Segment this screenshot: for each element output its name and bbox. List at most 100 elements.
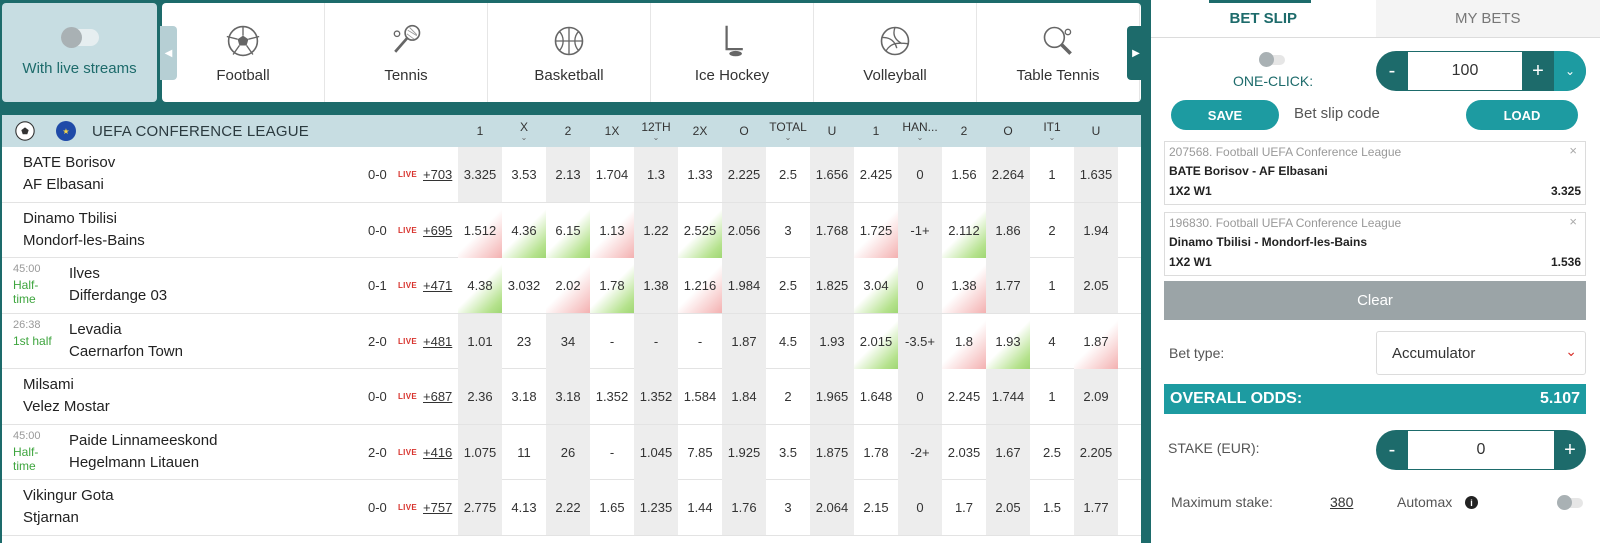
- odds-cell[interactable]: -2+: [898, 424, 942, 480]
- odds-cell[interactable]: 2.15: [863, 500, 889, 515]
- away-team[interactable]: Hegelmann Litauen: [69, 453, 200, 471]
- home-team[interactable]: Milsami: [23, 376, 74, 393]
- match-row[interactable]: Vikingur Gota Stjarnan 0-0 LIVE +757 2.775 4.1…: [2, 480, 1141, 536]
- odds-cell[interactable]: 1.925: [722, 424, 766, 480]
- sport-tab-ice-hockey[interactable]: Ice Hockey: [651, 3, 814, 102]
- odds-cell[interactable]: 2.245: [947, 389, 981, 404]
- odds-cell[interactable]: 3: [784, 222, 792, 238]
- odds-cell[interactable]: 1.86: [986, 202, 1030, 258]
- odds-cell[interactable]: 26: [546, 424, 590, 480]
- odds-cell[interactable]: 2.09: [1074, 369, 1118, 424]
- odds-cell[interactable]: 2.02: [546, 258, 590, 313]
- tab-my-bets[interactable]: MY BETS: [1375, 0, 1600, 37]
- away-team[interactable]: Mondorf-les-Bains: [23, 231, 145, 249]
- one-click-toggle[interactable]: [1259, 52, 1285, 67]
- home-team[interactable]: Ilves: [69, 265, 100, 282]
- odds-cell[interactable]: 0: [898, 369, 942, 424]
- home-team[interactable]: Paide Linnameeskond: [69, 431, 218, 449]
- away-team[interactable]: AF Elbasani: [23, 176, 104, 193]
- chevron-down-icon[interactable]: ⌄: [1554, 51, 1586, 91]
- odds-cell[interactable]: 4.36: [502, 202, 546, 258]
- match-row[interactable]: BATE Borisov AF Elbasani 0-0 LIVE +703 3.325 3…: [2, 147, 1141, 203]
- more-markets-link[interactable]: +695: [423, 222, 453, 238]
- stake-input[interactable]: 0: [1408, 430, 1554, 470]
- odds-cell[interactable]: 3.18: [546, 369, 590, 424]
- one-click-increase-button[interactable]: +: [1532, 59, 1544, 82]
- one-click-amount-input[interactable]: 100: [1408, 51, 1522, 91]
- live-streams-filter[interactable]: With live streams: [2, 3, 157, 102]
- away-team[interactable]: Velez Mostar: [23, 398, 110, 415]
- odds-cell[interactable]: 1: [1048, 167, 1056, 182]
- more-markets-link[interactable]: +481: [423, 333, 453, 349]
- odds-cell[interactable]: 1.93: [810, 313, 854, 369]
- column-header[interactable]: X ⌄: [502, 115, 546, 147]
- away-team[interactable]: Stjarnan: [23, 509, 79, 526]
- match-row[interactable]: 45:00 Half-time Ilves Differdange 03 0-1 LIVE…: [2, 258, 1141, 314]
- odds-cell[interactable]: 1.44: [687, 500, 713, 515]
- match-row[interactable]: 26:38 1st half Levadia Caernarfon Town 2-0 LI…: [2, 313, 1141, 369]
- live-streams-toggle[interactable]: [60, 26, 99, 48]
- away-team[interactable]: Differdange 03: [69, 287, 168, 304]
- odds-cell[interactable]: 1.56: [951, 167, 977, 182]
- odds-cell[interactable]: 1.78: [863, 444, 889, 460]
- sport-tab-basketball[interactable]: Basketball: [488, 3, 651, 102]
- tab-bet-slip[interactable]: BET SLIP: [1151, 0, 1376, 37]
- odds-cell[interactable]: 1.352: [634, 369, 678, 424]
- odds-cell[interactable]: 2.064: [810, 480, 854, 535]
- odds-cell[interactable]: 2.525: [678, 202, 722, 258]
- odds-cell[interactable]: 6.15: [546, 202, 590, 258]
- odds-cell[interactable]: 1.5: [1042, 500, 1062, 515]
- more-markets-link[interactable]: +703: [423, 167, 453, 182]
- odds-cell[interactable]: 2: [1048, 222, 1056, 238]
- odds-cell[interactable]: 2.22: [546, 480, 590, 535]
- close-icon[interactable]: ×: [1569, 143, 1577, 158]
- odds-cell[interactable]: 1.635: [1074, 147, 1118, 202]
- odds-cell[interactable]: 1.744: [986, 369, 1030, 424]
- odds-cell[interactable]: 34: [546, 313, 590, 369]
- odds-cell[interactable]: 1.768: [810, 202, 854, 258]
- odds-cell[interactable]: 2.035: [947, 444, 981, 460]
- odds-cell[interactable]: 1.725: [854, 202, 898, 258]
- bet-type-select[interactable]: Accumulator ⌄: [1376, 331, 1586, 375]
- odds-cell[interactable]: 1.875: [810, 424, 854, 480]
- odds-cell[interactable]: 1.93: [986, 313, 1030, 369]
- odds-cell[interactable]: 1.22: [634, 202, 678, 258]
- stake-decrease-button[interactable]: -: [1388, 438, 1396, 461]
- odds-cell[interactable]: 1.77: [986, 258, 1030, 313]
- odds-cell[interactable]: 1.075: [458, 424, 502, 480]
- odds-cell[interactable]: -3.5+: [898, 313, 942, 369]
- odds-cell[interactable]: -1+: [898, 202, 942, 258]
- odds-cell[interactable]: 1.584: [683, 389, 717, 404]
- odds-cell[interactable]: 1.825: [810, 258, 854, 313]
- odds-cell[interactable]: 0: [898, 147, 942, 202]
- odds-cell[interactable]: 3.032: [507, 278, 541, 293]
- away-team[interactable]: Caernarfon Town: [69, 342, 183, 360]
- odds-cell[interactable]: 1.67: [986, 424, 1030, 480]
- info-icon[interactable]: i: [1465, 496, 1478, 509]
- sports-scroll-right-button[interactable]: ▶: [1127, 26, 1145, 80]
- match-row[interactable]: Milsami Velez Mostar 0-0 LIVE +687 2.36 3.18 3.…: [2, 369, 1141, 425]
- match-row[interactable]: 45:00 Half-time Paide Linnameeskond Hegelma…: [2, 424, 1141, 480]
- sport-tab-tennis[interactable]: Tennis: [325, 3, 488, 102]
- odds-cell[interactable]: 1.045: [634, 424, 678, 480]
- load-button[interactable]: LOAD: [1466, 100, 1578, 130]
- odds-cell[interactable]: 1.704: [595, 167, 629, 182]
- odds-cell[interactable]: 1.216: [678, 258, 722, 313]
- odds-cell[interactable]: 1.965: [810, 369, 854, 424]
- odds-cell[interactable]: 1.65: [599, 500, 625, 515]
- more-markets-link[interactable]: +416: [423, 444, 453, 460]
- odds-cell[interactable]: 1.7: [954, 500, 974, 515]
- automax-toggle[interactable]: [1557, 495, 1583, 510]
- odds-cell[interactable]: 1.656: [810, 147, 854, 202]
- odds-cell[interactable]: 2.5: [1042, 444, 1062, 460]
- odds-cell[interactable]: 2.5: [778, 278, 798, 293]
- column-header[interactable]: 12TH ⌄: [634, 115, 678, 147]
- odds-cell[interactable]: 4: [1048, 333, 1056, 349]
- odds-cell[interactable]: 1.84: [722, 369, 766, 424]
- odds-cell[interactable]: 2.775: [458, 480, 502, 535]
- more-markets-link[interactable]: +757: [423, 500, 453, 515]
- more-markets-link[interactable]: +471: [423, 278, 453, 293]
- odds-cell[interactable]: 1.235: [634, 480, 678, 535]
- odds-cell[interactable]: 1.8: [942, 313, 986, 369]
- league-header[interactable]: ★ UEFA CONFERENCE LEAGUE 1 X ⌄ 2 1X 12TH ⌄ 2X O T…: [2, 115, 1141, 147]
